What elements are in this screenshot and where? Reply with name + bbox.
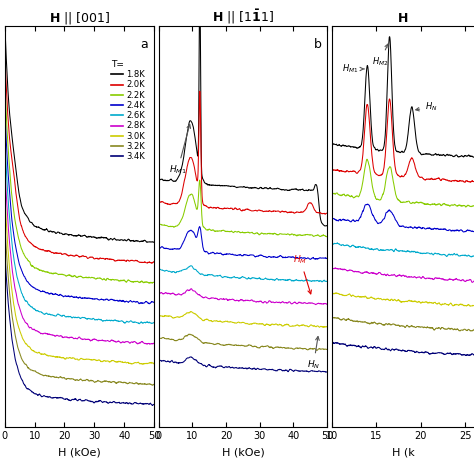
Text: $H_{M2}$: $H_{M2}$ [372, 44, 388, 68]
Text: $H_{M}$: $H_{M}$ [293, 254, 311, 294]
Text: b: b [314, 38, 322, 51]
Text: $H_N$: $H_N$ [416, 101, 438, 113]
Text: $H_{N}$: $H_{N}$ [307, 337, 320, 371]
Text: $H_{M2}$: $H_{M2}$ [0, 473, 1, 474]
Title: $\bf{H}$ $||$ [1$\mathbf{\bar{1}}$1]: $\bf{H}$ $||$ [1$\mathbf{\bar{1}}$1] [212, 8, 274, 26]
X-axis label: H (kOe): H (kOe) [58, 447, 101, 457]
Text: $H_{M1}$: $H_{M1}$ [342, 63, 365, 75]
Text: a: a [140, 38, 148, 51]
X-axis label: H (kOe): H (kOe) [221, 447, 264, 457]
Title: $\bf{H}$ $||$ [001]: $\bf{H}$ $||$ [001] [49, 10, 110, 26]
Text: $H_{M1}$: $H_{M1}$ [169, 125, 191, 176]
Legend: 1.8K, 2.0K, 2.2K, 2.4K, 2.6K, 2.8K, 3.0K, 3.2K, 3.4K: 1.8K, 2.0K, 2.2K, 2.4K, 2.6K, 2.8K, 3.0K… [109, 58, 147, 163]
X-axis label: H (k: H (k [392, 447, 414, 457]
Title: $\bf{H}$: $\bf{H}$ [397, 12, 409, 25]
